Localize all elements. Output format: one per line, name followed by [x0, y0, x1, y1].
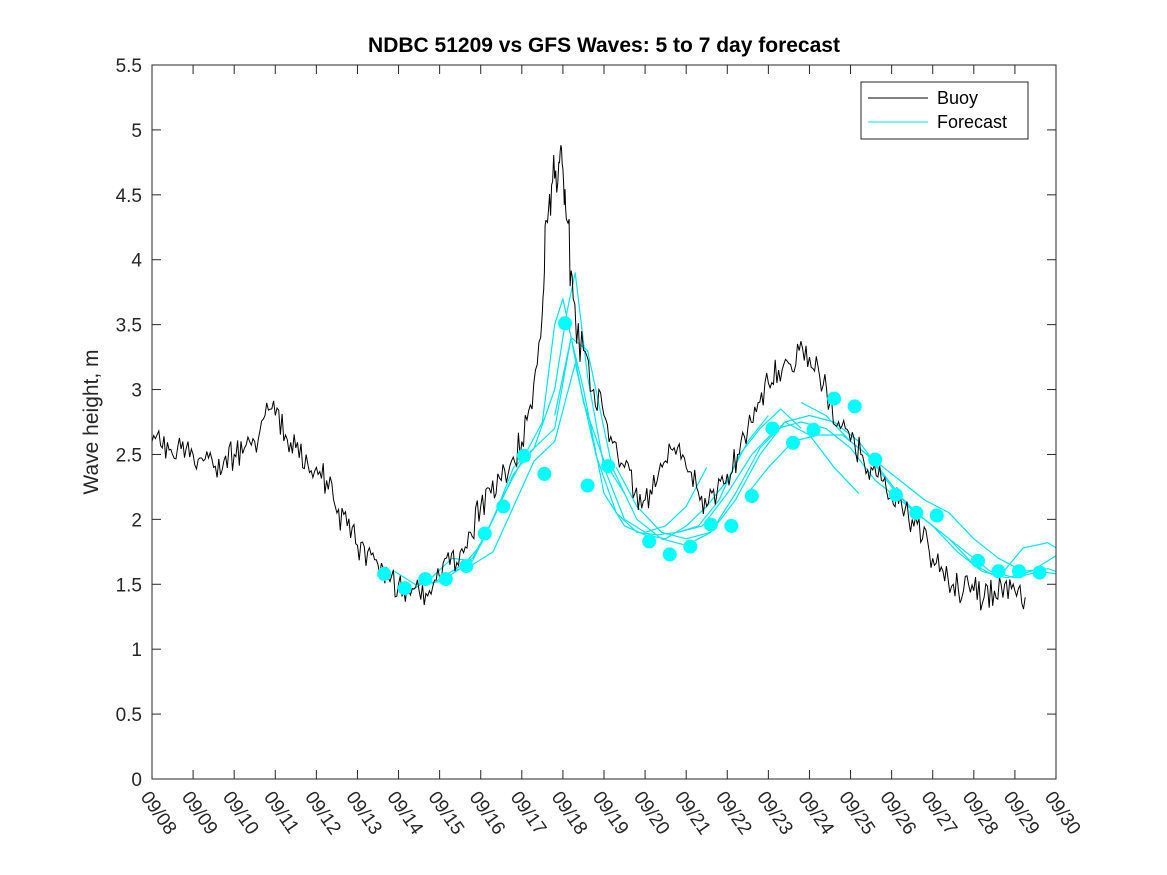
- forecast-marker: [888, 487, 903, 502]
- y-tick-label: 0: [131, 770, 142, 791]
- chart-title: NDBC 51209 vs GFS Waves: 5 to 7 day fore…: [368, 34, 840, 57]
- y-tick-label: 0.5: [116, 705, 142, 726]
- y-tick-label: 5.5: [116, 56, 142, 77]
- y-tick-label: 5: [131, 121, 142, 142]
- forecast-marker: [459, 559, 474, 574]
- forecast-marker: [847, 399, 862, 414]
- forecast-marker: [806, 422, 821, 437]
- forecast-marker: [970, 553, 985, 568]
- forecast-marker: [438, 572, 453, 587]
- forecast-line: [451, 363, 802, 572]
- forecast-marker: [724, 518, 739, 533]
- y-axis-label: Wave height, m: [80, 349, 103, 494]
- y-tick-label: 3: [131, 381, 142, 402]
- forecast-marker: [477, 526, 492, 541]
- forecast-marker: [683, 539, 698, 554]
- forecast-line: [554, 337, 860, 546]
- legend-box: [860, 81, 1029, 140]
- forecast-marker: [558, 316, 572, 331]
- forecast-marker: [537, 466, 552, 481]
- forecast-marker: [929, 508, 944, 523]
- forecast-marker: [1012, 564, 1026, 579]
- y-tick-label: 4: [131, 251, 142, 272]
- forecast-marker: [580, 478, 595, 493]
- forecast-marker: [1032, 565, 1047, 580]
- forecast-marker: [909, 505, 924, 520]
- axes-box: [151, 64, 1057, 780]
- y-tick-label: 1: [131, 640, 142, 661]
- forecast-marker: [496, 499, 511, 514]
- forecast-marker: [377, 566, 392, 581]
- y-tick-label: 1.5: [116, 575, 142, 596]
- forecast-marker: [601, 459, 616, 474]
- forecast-marker: [642, 534, 657, 549]
- forecast-lines: [394, 272, 1057, 592]
- y-tick-label: 4.5: [116, 186, 142, 207]
- forecast-marker: [991, 564, 1006, 579]
- legend-label-buoy: Buoy: [937, 88, 978, 108]
- forecast-marker: [868, 452, 883, 467]
- forecast-line: [800, 401, 1057, 572]
- forecast-line: [677, 421, 1057, 579]
- forecast-marker: [516, 448, 531, 463]
- y-tick-label: 2.5: [116, 445, 142, 466]
- forecast-marker: [397, 581, 412, 596]
- forecast-marker: [703, 517, 718, 532]
- forecast-marker: [744, 489, 759, 503]
- y-tick-label: 3.5: [116, 316, 142, 337]
- forecast-line: [431, 337, 769, 585]
- forecast-line: [615, 414, 1057, 579]
- legend-label-forecast: Forecast: [937, 112, 1007, 132]
- forecast-marker: [662, 547, 677, 562]
- legend: Buoy Forecast: [860, 81, 1029, 140]
- plot-area: [152, 65, 1056, 779]
- forecast-marker: [765, 421, 780, 436]
- forecast-marker: [827, 391, 842, 406]
- axes-ticks: [151, 64, 1057, 780]
- forecast-marker: [786, 435, 800, 450]
- forecast-markers: [377, 316, 1047, 596]
- y-tick-label: 2: [131, 510, 142, 531]
- forecast-marker: [418, 572, 433, 587]
